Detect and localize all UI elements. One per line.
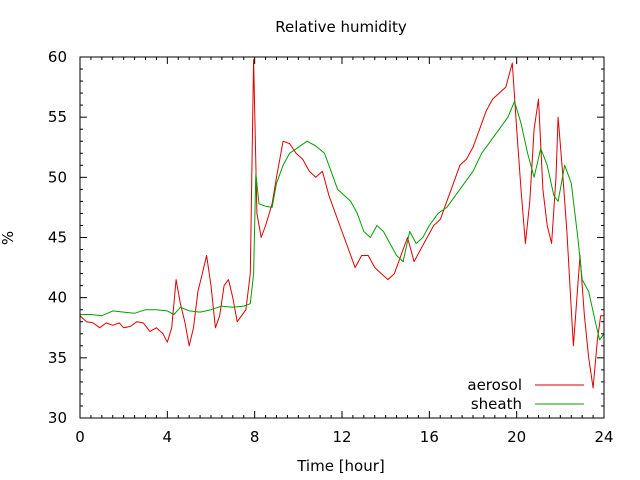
x-tick-label: 4: [163, 428, 173, 446]
y-tick-label: 55: [48, 108, 67, 126]
legend-label-sheath: sheath: [471, 395, 522, 413]
legend-label-aerosol: aerosol: [467, 376, 522, 394]
x-axis-label: Time [hour]: [296, 457, 385, 475]
chart-title: Relative humidity: [275, 18, 407, 36]
x-tick-label: 20: [507, 428, 526, 446]
y-tick-label: 50: [48, 168, 67, 186]
y-axis-label: %: [0, 231, 17, 245]
series-line-sheath: [80, 101, 605, 341]
x-tick-label: 16: [420, 428, 439, 446]
plot-frame: [79, 56, 605, 419]
y-tick-label: 30: [48, 409, 67, 427]
x-tick-label: 0: [75, 428, 85, 446]
x-tick-label: 12: [332, 428, 351, 446]
series-line-aerosol: [79, 58, 604, 389]
y-tick-label: 40: [48, 289, 67, 307]
y-tick-label: 60: [48, 48, 67, 66]
y-tick-label: 35: [48, 349, 67, 367]
x-tick-label: 8: [250, 428, 260, 446]
y-tick-label: 45: [48, 229, 67, 247]
x-tick-label: 24: [594, 428, 613, 446]
